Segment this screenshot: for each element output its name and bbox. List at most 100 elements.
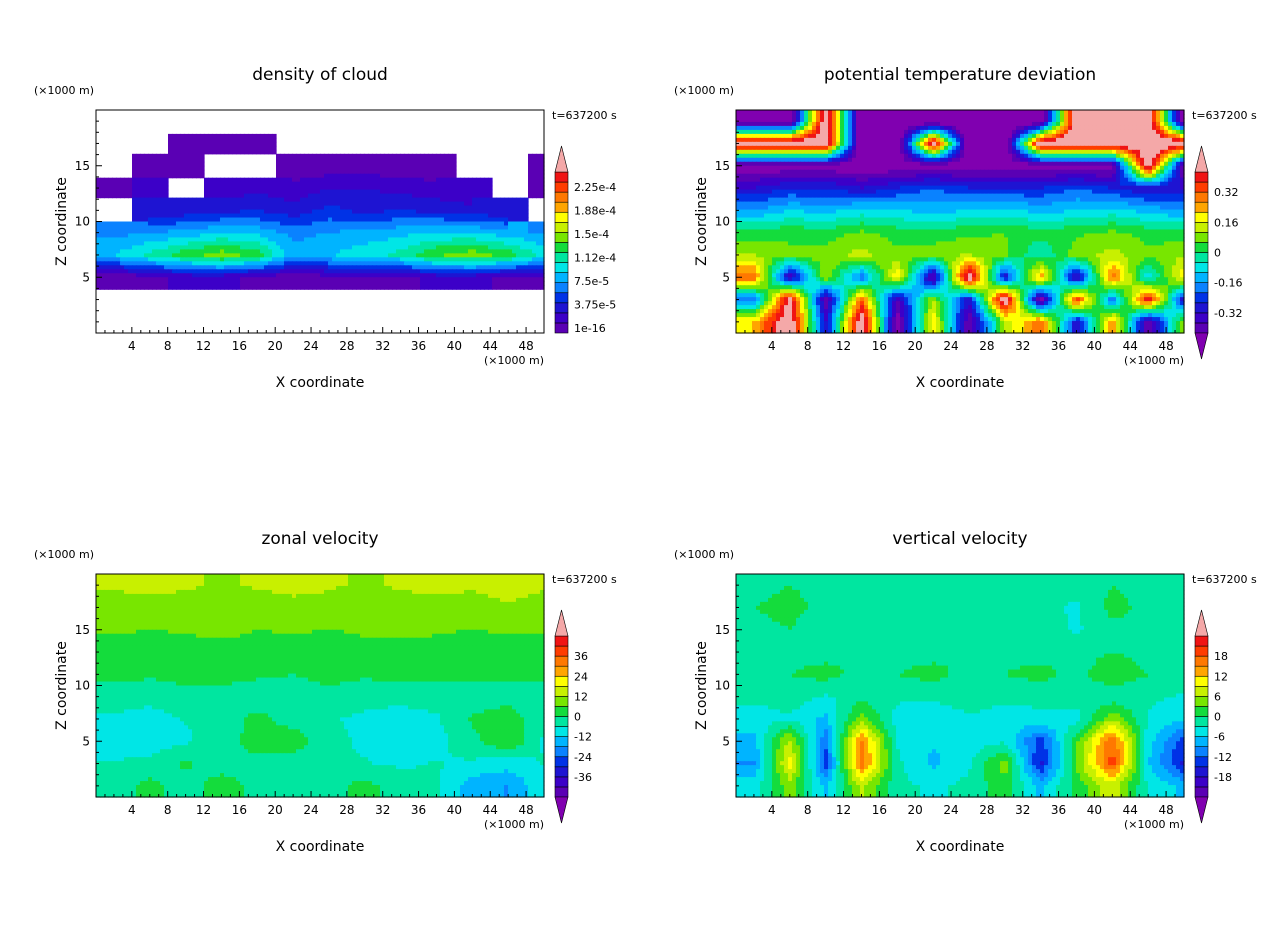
field-cell [100,221,105,227]
field-cell [464,273,469,278]
field-cell [1092,137,1097,143]
field-cell [124,225,129,231]
field-cell [384,161,389,167]
field-cell [168,261,173,266]
field-cell [336,221,341,227]
field-cell [284,261,289,266]
field-cell [264,189,269,195]
field-cell [100,273,105,278]
field-cell [244,221,249,227]
field-cell [984,141,989,147]
field-cell [328,165,333,171]
field-cell [1116,129,1121,135]
field-cell [468,253,473,258]
field-cell [836,157,841,163]
field-cell [428,261,433,266]
field-cell [856,121,861,127]
field-cell [132,197,137,203]
field-cell [428,277,433,282]
field-cell [496,225,501,231]
field-cell [276,285,281,290]
field-cell [460,285,465,290]
field-cell [1152,125,1157,131]
field-cell [504,201,509,207]
field-cell [924,129,929,135]
field-cell [540,225,545,231]
field-cell [484,193,489,199]
field-cell [140,281,145,286]
field-cell [156,213,161,219]
field-cell [184,281,189,286]
field-cell [1036,121,1041,127]
field-cell [444,229,449,235]
field-cell [216,221,221,227]
field-cell [472,257,477,262]
field-cell [760,133,765,139]
field-cell [304,273,309,278]
field-cell [436,229,441,235]
field-cell [128,241,133,246]
field-cell [376,241,381,246]
field-cell [120,249,125,254]
field-cell [356,153,361,159]
field-cell [292,277,297,282]
field-cell [312,229,317,235]
field-cell [280,281,285,286]
field-cell [908,137,913,143]
field-cell [892,121,897,127]
field-cell [104,225,109,231]
field-cell [420,249,425,254]
field-cell [1128,149,1133,155]
field-cell [472,177,477,183]
field-cell [228,213,233,219]
field-cell [352,217,357,223]
field-cell [1016,145,1021,151]
field-cell [500,249,505,254]
field-cell [488,213,493,219]
field-cell [352,161,357,167]
field-cell [344,209,349,215]
field-cell [288,165,293,171]
field-cell [172,165,177,171]
field-cell [1120,113,1125,119]
field-cell [276,157,281,163]
field-cell [444,265,449,270]
field-cell [296,217,301,223]
field-cell [116,281,121,286]
field-cell [344,261,349,266]
field-cell [132,193,137,199]
field-cell [328,153,333,159]
field-cell [500,205,505,211]
field-cell [112,245,117,250]
field-cell [160,281,165,286]
field-cell [972,117,977,123]
field-cell [784,117,789,123]
field-cell [960,137,965,143]
field-cell [288,221,293,227]
field-cell [444,261,449,266]
field-cell [288,189,293,195]
field-cell [792,125,797,131]
field-cell [200,161,205,167]
field-cell [156,189,161,195]
field-cell [268,241,273,246]
field-cell [376,169,381,175]
field-cell [300,273,305,278]
field-cell [424,277,429,282]
field-cell [988,145,993,151]
field-cell [460,189,465,195]
field-cell [360,221,365,227]
field-cell [168,213,173,219]
field-cell [308,261,313,266]
field-cell [384,253,389,258]
field-cell [192,257,197,262]
field-cell [756,129,761,135]
field-cell [736,117,741,123]
field-cell [228,193,233,199]
field-cell [1092,113,1097,119]
field-cell [744,113,749,119]
field-cell [220,237,225,243]
field-cell [1064,117,1069,123]
field-cell [1036,137,1041,143]
field-cell [284,181,289,187]
